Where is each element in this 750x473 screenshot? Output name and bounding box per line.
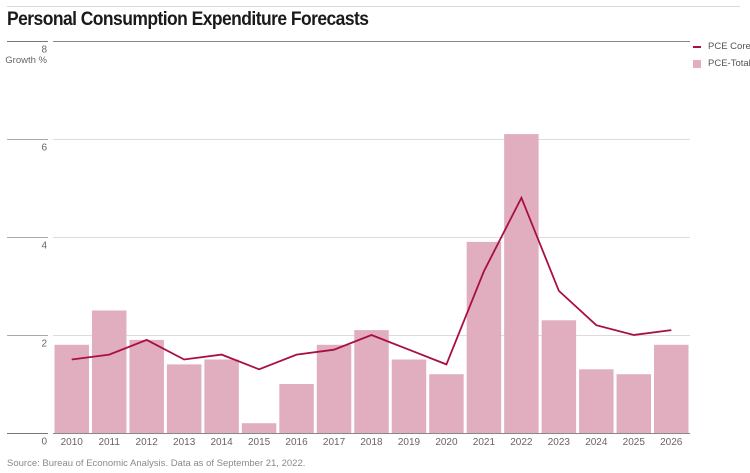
x-tick-label: 2015 [248, 437, 271, 448]
chart-title: Personal Consumption Expenditure Forecas… [7, 9, 369, 30]
bar-2014 [204, 359, 239, 433]
x-tick-label: 2013 [173, 437, 196, 448]
bar-2016 [279, 384, 314, 433]
x-tick-label: 2025 [623, 437, 646, 448]
top-rule [7, 6, 740, 7]
legend-item-pce-total[interactable]: PCE-Total [693, 55, 750, 72]
source-note: Source: Bureau of Economic Analysis. Dat… [7, 458, 306, 469]
bar-2022 [504, 134, 539, 433]
bar-2015 [241, 423, 277, 433]
x-tick-label: 2026 [660, 437, 683, 448]
x-tick-label: 2023 [548, 437, 571, 448]
bar-2019 [391, 359, 427, 433]
legend-label: PCE Core [708, 41, 750, 52]
bar-2026 [654, 344, 689, 433]
x-axis-ticks: 2010 2011 2012 2013 2014 2015 2016 2017 2018 2019… [61, 437, 683, 448]
bar-2025 [616, 374, 652, 433]
legend: PCE Core PCE-Total [693, 38, 750, 72]
x-tick-label: 2010 [61, 437, 84, 448]
y-axis-ticks: 0 2 4 6 8 [41, 45, 47, 448]
x-tick-label: 2021 [473, 437, 496, 448]
bar-2013 [166, 364, 202, 433]
bar-2020 [429, 374, 464, 433]
bar-2023 [541, 320, 577, 433]
line-series [71, 195, 672, 371]
x-tick-label: 2020 [435, 437, 458, 448]
bar-2024 [579, 369, 614, 433]
y-tick-label: 2 [41, 339, 47, 350]
x-tick-label: 2024 [585, 437, 608, 448]
x-tick-label: 2019 [398, 437, 421, 448]
x-tick-label: 2012 [136, 437, 159, 448]
bar-2012 [129, 339, 164, 433]
y-tick-label: 6 [41, 143, 47, 154]
bar-2021 [466, 241, 502, 433]
y-axis-title: Growth % [5, 55, 47, 66]
bar-series [54, 134, 689, 433]
legend-label: PCE-Total [708, 58, 750, 69]
bar-2018 [354, 330, 389, 433]
x-tick-label: 2014 [210, 437, 233, 448]
x-tick-label: 2017 [323, 437, 346, 448]
legend-swatch-line [693, 45, 701, 48]
bar-2017 [316, 344, 352, 433]
x-tick-label: 2018 [360, 437, 383, 448]
bar-2011 [91, 310, 127, 433]
y-tick-label: 4 [41, 241, 47, 252]
legend-swatch-box [693, 59, 701, 68]
x-tick-label: 2016 [285, 437, 308, 448]
legend-item-pce-core[interactable]: PCE Core [693, 38, 750, 55]
x-tick-label: 2022 [510, 437, 533, 448]
y-tick-label: 0 [41, 437, 47, 448]
y-tick-label: 8 [41, 45, 47, 56]
x-tick-label: 2011 [98, 437, 120, 448]
